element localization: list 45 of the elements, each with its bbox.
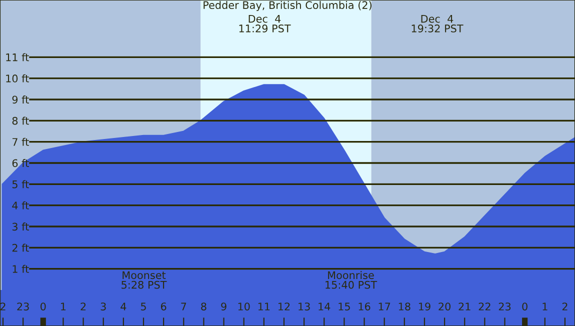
- y-tick-label: 10 ft: [6, 74, 29, 82]
- x-tick-label: 5: [140, 302, 146, 310]
- x-tick-label: 15: [338, 302, 350, 310]
- x-tick-label: 9: [221, 302, 226, 310]
- x-tick-label: 23: [17, 302, 29, 310]
- x-tick-label: 23: [498, 302, 511, 310]
- x-tick-label: 2: [562, 302, 568, 310]
- y-tick-label: 4 ft: [12, 201, 29, 210]
- x-tick-label: 17: [378, 302, 390, 310]
- x-tick-label: 0: [40, 302, 46, 310]
- x-tick-label: 19: [418, 302, 430, 310]
- x-tick-label: 16: [358, 302, 370, 310]
- x-tick-label: 0: [522, 302, 528, 310]
- y-tick-label: 5 ft: [12, 180, 29, 188]
- y-tick-label: 7 ft: [12, 138, 29, 146]
- y-tick-label: 11 ft: [6, 53, 29, 62]
- x-tick-label: 8: [201, 302, 206, 310]
- y-tick-label: 9 ft: [12, 96, 29, 104]
- x-tick-label: 22: [478, 302, 490, 310]
- x-tick-label: 11: [258, 302, 270, 310]
- x-tick-label: 21: [458, 302, 470, 310]
- x-tick-label: 12: [278, 302, 290, 310]
- x-tick-label: 20: [438, 302, 450, 310]
- x-tick-label: 2: [80, 302, 86, 310]
- x-tick-label: 14: [318, 302, 330, 310]
- x-tick-label: 13: [298, 302, 310, 310]
- x-tick-label: 6: [160, 302, 166, 310]
- y-tick-label: 6 ft: [12, 159, 29, 168]
- annotation: Moonrise 15:40 PST: [326, 271, 378, 289]
- x-tick-label: 4: [120, 302, 126, 310]
- annotation: Dec 4 19:32 PST: [412, 14, 464, 32]
- annotation: Moonset 5:28 PST: [122, 271, 167, 289]
- x-tick-label: 18: [398, 302, 410, 310]
- y-tick-label: 3 ft: [12, 222, 29, 231]
- chart-title: Pedder Bay, British Columbia (2): [204, 0, 372, 12]
- y-tick-label: 1 ft: [12, 264, 29, 273]
- annotation: Dec 4 11:29 PST: [239, 14, 291, 32]
- x-tick-label: 7: [181, 302, 186, 310]
- x-tick-label: 10: [238, 302, 250, 310]
- x-tick-label: 1: [61, 302, 66, 310]
- y-tick-label: 8 ft: [12, 116, 29, 125]
- y-tick-label: 2 ft: [12, 244, 29, 252]
- x-tick-label: 3: [100, 302, 106, 310]
- x-tick-label: 1: [542, 302, 548, 310]
- x-tick-label: 2: [0, 302, 6, 310]
